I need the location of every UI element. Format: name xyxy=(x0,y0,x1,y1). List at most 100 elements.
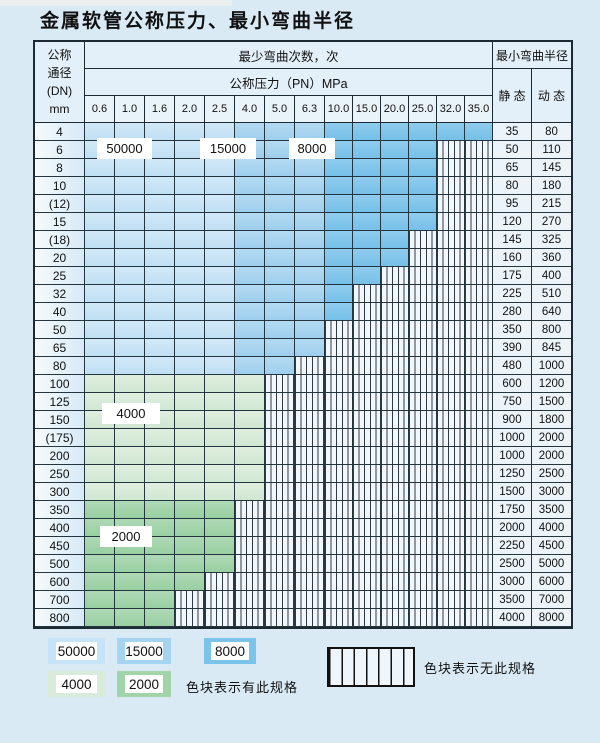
dynamic-value-cell: 510 xyxy=(532,285,571,303)
spec-cell xyxy=(295,177,325,195)
spec-cell xyxy=(175,249,205,267)
table-row: 40 280 640 xyxy=(35,303,571,321)
spec-cell xyxy=(235,357,265,375)
spec-cell xyxy=(115,321,145,339)
spec-cell xyxy=(295,159,325,177)
static-value-cell: 2500 xyxy=(493,555,532,573)
spec-cell xyxy=(145,141,175,159)
spec-cell xyxy=(265,303,295,321)
legend-no-spec-swatch xyxy=(327,647,415,687)
spec-cell xyxy=(325,303,353,321)
spec-cell xyxy=(205,555,235,573)
region-label-4000: 4000 xyxy=(102,403,160,424)
spec-cell xyxy=(235,195,265,213)
no-spec-cell xyxy=(325,357,353,375)
spec-cell xyxy=(205,519,235,537)
no-spec-cell xyxy=(265,537,295,555)
corner-line-2: 通径 xyxy=(47,66,72,80)
spec-cell xyxy=(145,447,175,465)
spec-cell xyxy=(115,285,145,303)
spec-cell xyxy=(353,195,381,213)
no-spec-cell xyxy=(381,609,409,627)
no-spec-cell xyxy=(465,249,493,267)
spec-cell xyxy=(115,375,145,393)
static-value-cell: 600 xyxy=(493,375,532,393)
no-spec-cell xyxy=(353,303,381,321)
table-body: 4 35 80 6 50 110 8 65 145 10 80 180 (12) 95 215 15 120 27… xyxy=(35,123,571,627)
spec-cell xyxy=(205,537,235,555)
dn-label-cell: 400 xyxy=(35,519,85,537)
spec-cell xyxy=(145,303,175,321)
spec-cell xyxy=(115,573,145,591)
no-spec-cell xyxy=(465,375,493,393)
spec-cell xyxy=(85,285,115,303)
spec-cell xyxy=(235,303,265,321)
pressure-cols-row: 0.6 1.0 1.6 2.0 2.5 4.0 5.0 6.3 10.0 15.0 20.0 25.0… xyxy=(85,96,493,123)
no-spec-cell xyxy=(409,411,437,429)
spec-cell xyxy=(205,195,235,213)
no-spec-cell xyxy=(465,357,493,375)
spec-cell xyxy=(381,249,409,267)
dynamic-value-cell: 8000 xyxy=(532,609,571,627)
static-value-cell: 1250 xyxy=(493,465,532,483)
pressure-col-header: 5.0 xyxy=(265,96,295,123)
no-spec-cell xyxy=(325,321,353,339)
legend-label-4000: 4000 xyxy=(55,675,98,693)
no-spec-cell xyxy=(265,393,295,411)
scan-artifact xyxy=(0,0,232,6)
spec-cell xyxy=(115,303,145,321)
corner-line-1: 公称 xyxy=(47,48,72,62)
no-spec-cell xyxy=(437,519,465,537)
spec-cell xyxy=(205,429,235,447)
no-spec-cell xyxy=(325,411,353,429)
spec-cell xyxy=(85,339,115,357)
static-value-cell: 80 xyxy=(493,177,532,195)
spec-cell xyxy=(295,213,325,231)
spec-cell xyxy=(115,591,145,609)
radius-header: 最小弯曲半径 xyxy=(493,42,571,69)
spec-cell xyxy=(353,177,381,195)
spec-cell xyxy=(115,159,145,177)
bend-times-header: 最少弯曲次数，次 xyxy=(85,42,493,69)
static-value-cell: 2000 xyxy=(493,519,532,537)
no-spec-cell xyxy=(409,429,437,447)
table-row: 65 390 845 xyxy=(35,339,571,357)
spec-cell xyxy=(295,303,325,321)
no-spec-cell xyxy=(381,321,409,339)
spec-cell xyxy=(205,393,235,411)
no-spec-cell xyxy=(409,375,437,393)
spec-cell xyxy=(85,303,115,321)
no-spec-cell xyxy=(409,609,437,627)
spec-cell xyxy=(145,501,175,519)
no-spec-cell xyxy=(295,375,325,393)
table-row: 200 1000 2000 xyxy=(35,447,571,465)
static-value-cell: 3500 xyxy=(493,591,532,609)
no-spec-cell xyxy=(353,465,381,483)
spec-cell xyxy=(325,195,353,213)
spec-cell xyxy=(115,195,145,213)
spec-cell xyxy=(295,249,325,267)
spec-cell xyxy=(175,267,205,285)
no-spec-cell xyxy=(353,375,381,393)
dynamic-value-cell: 800 xyxy=(532,321,571,339)
pressure-col-header: 1.0 xyxy=(115,96,145,123)
table-row: 20 160 360 xyxy=(35,249,571,267)
spec-cell xyxy=(115,465,145,483)
dynamic-value-cell: 215 xyxy=(532,195,571,213)
dynamic-column-header: 动 态 xyxy=(532,69,571,123)
spec-cell xyxy=(325,213,353,231)
no-spec-cell xyxy=(437,357,465,375)
spec-cell xyxy=(235,447,265,465)
spec-cell xyxy=(205,303,235,321)
spec-cell xyxy=(265,123,295,141)
spec-cell xyxy=(145,429,175,447)
spec-cell xyxy=(205,159,235,177)
no-spec-cell xyxy=(295,573,325,591)
spec-cell xyxy=(85,429,115,447)
no-spec-cell xyxy=(465,285,493,303)
spec-cell xyxy=(353,231,381,249)
dynamic-value-cell: 3500 xyxy=(532,501,571,519)
no-spec-cell xyxy=(295,429,325,447)
no-spec-cell xyxy=(353,555,381,573)
spec-cell xyxy=(145,321,175,339)
